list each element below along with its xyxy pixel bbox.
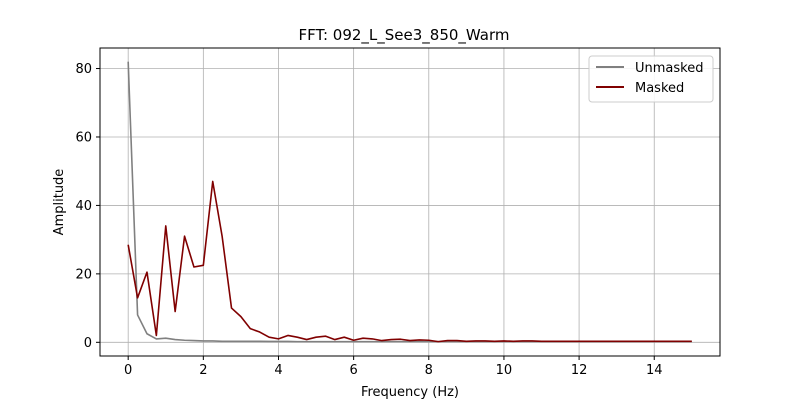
x-axis-label: Frequency (Hz)	[361, 385, 459, 400]
legend: Unmasked Masked	[588, 55, 714, 103]
series-line-masked	[127, 180, 692, 343]
x-tick-label: 0	[124, 363, 132, 378]
x-tick-label: 12	[571, 363, 588, 378]
legend-label-masked: Masked	[635, 81, 684, 96]
y-tick-label: 40	[75, 199, 92, 214]
x-tick-label: 6	[349, 363, 357, 378]
x-tick-label: 14	[646, 363, 663, 378]
y-tick-label: 80	[75, 62, 92, 77]
x-tick-label: 4	[274, 363, 282, 378]
y-axis-label: Amplitude	[52, 169, 67, 236]
chart-title: FFT: 092_L_See3_850_Warm	[298, 26, 509, 45]
y-tick-label: 60	[75, 130, 92, 145]
x-tick-label: 2	[199, 363, 207, 378]
y-tick-label: 0	[84, 336, 92, 351]
series-lines	[127, 61, 692, 343]
plot-frame	[99, 47, 721, 357]
x-tick-label: 10	[496, 363, 513, 378]
legend-label-unmasked: Unmasked	[635, 61, 703, 76]
x-tick-label: 8	[425, 363, 433, 378]
axis-ticks: 0 2 4 6 8 10 12 14 0 20 40 60 80	[75, 62, 662, 378]
y-tick-label: 20	[75, 267, 92, 282]
